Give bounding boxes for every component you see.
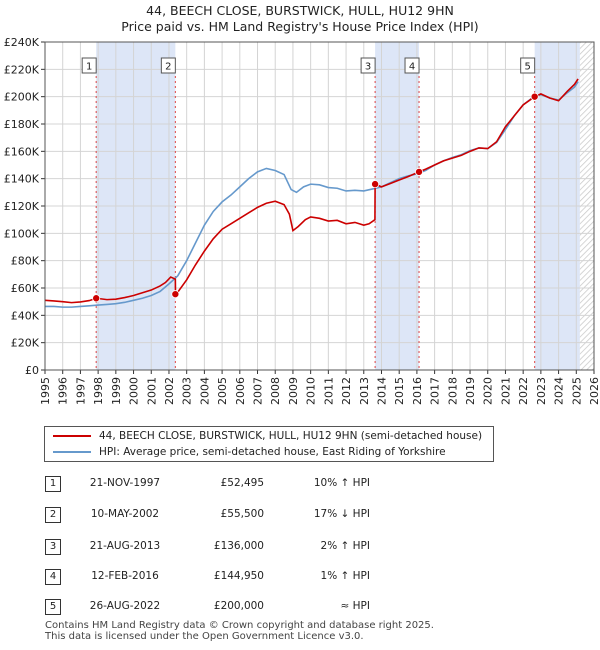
- sale-number-box: [160, 57, 176, 74]
- x-tick-label: 2012: [340, 377, 353, 405]
- x-tick-label: 2015: [393, 377, 406, 405]
- sale-number: 3: [45, 539, 61, 555]
- sale-number-label: 5: [524, 62, 530, 73]
- x-tick-label: 2020: [482, 377, 495, 405]
- sale-number-label: 3: [365, 62, 371, 73]
- table-row: 1 21-NOV-1997 £52,495 10% ↑ HPI: [0, 474, 600, 496]
- x-tick-label: 2002: [163, 377, 176, 405]
- x-tick-label: 2021: [499, 377, 512, 405]
- x-tick-label: 2016: [411, 377, 424, 405]
- sale-point: [530, 92, 539, 101]
- x-tick-label: 1995: [39, 377, 52, 405]
- x-tick-label: 2025: [570, 377, 583, 405]
- sale-number-label: 2: [165, 62, 171, 73]
- x-tick-label: 2006: [234, 377, 247, 405]
- y-tick-label: £60K: [11, 282, 40, 295]
- x-tick-label: 2007: [252, 377, 265, 405]
- y-tick-label: £140K: [4, 173, 40, 186]
- sale-number: 4: [45, 569, 61, 585]
- x-tick-label: 1998: [92, 377, 105, 405]
- sale-hpi-comparison: 17% ↓ HPI: [313, 508, 370, 520]
- x-tick-label: 2004: [198, 377, 211, 405]
- sale-point: [92, 294, 101, 303]
- sale-date: 10-MAY-2002: [90, 508, 160, 520]
- x-tick-label: 2014: [375, 377, 388, 405]
- table-row: 5 26-AUG-2022 £200,000 ≈ HPI: [0, 597, 600, 619]
- sale-point: [371, 180, 380, 189]
- sale-date: 21-NOV-1997: [89, 477, 161, 489]
- table-row: 2 10-MAY-2002 £55,500 17% ↓ HPI: [0, 505, 600, 527]
- sale-date: 26-AUG-2022: [89, 600, 161, 612]
- sale-point: [415, 167, 424, 176]
- sale-date: 12-FEB-2016: [91, 570, 159, 582]
- chart-subtitle: Price paid vs. HM Land Registry's House …: [121, 19, 479, 34]
- table-row: 4 12-FEB-2016 £144,950 1% ↑ HPI: [0, 567, 600, 589]
- sale-number: 2: [45, 507, 61, 523]
- footer-copyright: Contains HM Land Registry data © Crown c…: [45, 620, 434, 631]
- y-tick-label: £160K: [4, 145, 40, 158]
- x-tick-label: 2024: [553, 377, 566, 405]
- y-tick-label: £240K: [4, 36, 40, 49]
- sale-number-box: [81, 57, 97, 74]
- legend-swatch-property: [53, 435, 91, 437]
- y-tick-label: £200K: [4, 91, 40, 104]
- x-tick-label: 2019: [464, 377, 477, 405]
- sale-hpi-comparison: 10% ↑ HPI: [313, 477, 370, 489]
- sale-number: 1: [45, 476, 61, 492]
- y-tick-label: £20K: [11, 337, 40, 350]
- sale-date: 21-AUG-2013: [89, 540, 161, 552]
- x-tick-label: 2018: [446, 377, 459, 405]
- x-tick-label: 2010: [305, 377, 318, 405]
- x-tick-label: 2023: [535, 377, 548, 405]
- footer-licence: This data is licensed under the Open Gov…: [45, 631, 364, 642]
- property-series-line: [44, 78, 579, 304]
- legend-swatch-hpi: [53, 451, 91, 453]
- sale-number: 5: [45, 599, 61, 615]
- sale-number-label: 1: [86, 62, 92, 73]
- sale-hpi-comparison: ≈ HPI: [340, 600, 370, 612]
- sale-hpi-comparison: 2% ↑ HPI: [320, 540, 370, 552]
- sale-number-box: [520, 57, 536, 74]
- y-tick-label: £120K: [4, 200, 40, 213]
- table-row: 3 21-AUG-2013 £136,000 2% ↑ HPI: [0, 537, 600, 559]
- sale-hpi-comparison: 1% ↑ HPI: [320, 570, 370, 582]
- y-tick-label: £40K: [11, 309, 40, 322]
- y-tick-label: £0: [25, 364, 39, 377]
- sale-price: £200,000: [213, 600, 264, 612]
- legend-label-property: 44, BEECH CLOSE, BURSTWICK, HULL, HU12 9…: [99, 430, 483, 442]
- sale-point: [171, 290, 180, 299]
- x-tick-label: 2005: [216, 377, 229, 405]
- sale-price: £52,495: [220, 477, 264, 489]
- x-tick-label: 2000: [128, 377, 141, 405]
- sale-number-box: [404, 57, 420, 74]
- x-tick-label: 2022: [517, 377, 530, 405]
- x-tick-label: 2011: [322, 377, 335, 405]
- x-tick-label: 2017: [429, 377, 442, 405]
- x-tick-label: 2013: [358, 377, 371, 405]
- x-tick-label: 2003: [181, 377, 194, 405]
- sale-price: £136,000: [213, 540, 264, 552]
- footer: Contains HM Land Registry data © Crown c…: [45, 620, 434, 642]
- plot-border: [44, 41, 595, 371]
- sale-price: £55,500: [220, 508, 264, 520]
- sale-number-box: [360, 57, 376, 74]
- y-tick-label: £180K: [4, 118, 40, 131]
- x-tick-label: 1997: [74, 377, 87, 405]
- x-tick-label: 1996: [57, 377, 70, 405]
- y-tick-label: £80K: [11, 255, 40, 268]
- x-tick-label: 1999: [110, 377, 123, 405]
- y-tick-label: £100K: [4, 227, 40, 240]
- chart-title: 44, BEECH CLOSE, BURSTWICK, HULL, HU12 9…: [146, 3, 454, 18]
- x-tick-label: 2008: [269, 377, 282, 405]
- x-tick-label: 2026: [588, 377, 600, 405]
- sale-number-label: 4: [409, 62, 415, 73]
- chart-legend: 44, BEECH CLOSE, BURSTWICK, HULL, HU12 9…: [44, 426, 494, 462]
- sale-price: £144,950: [213, 570, 264, 582]
- x-tick-label: 2009: [287, 377, 300, 405]
- y-tick-label: £220K: [4, 63, 40, 76]
- x-tick-label: 2001: [145, 377, 158, 405]
- legend-label-hpi: HPI: Average price, semi-detached house,…: [99, 446, 446, 458]
- price-chart: £0 £20K £40K £60K £80K £100K £120K £140K £160K £1…: [4, 36, 600, 405]
